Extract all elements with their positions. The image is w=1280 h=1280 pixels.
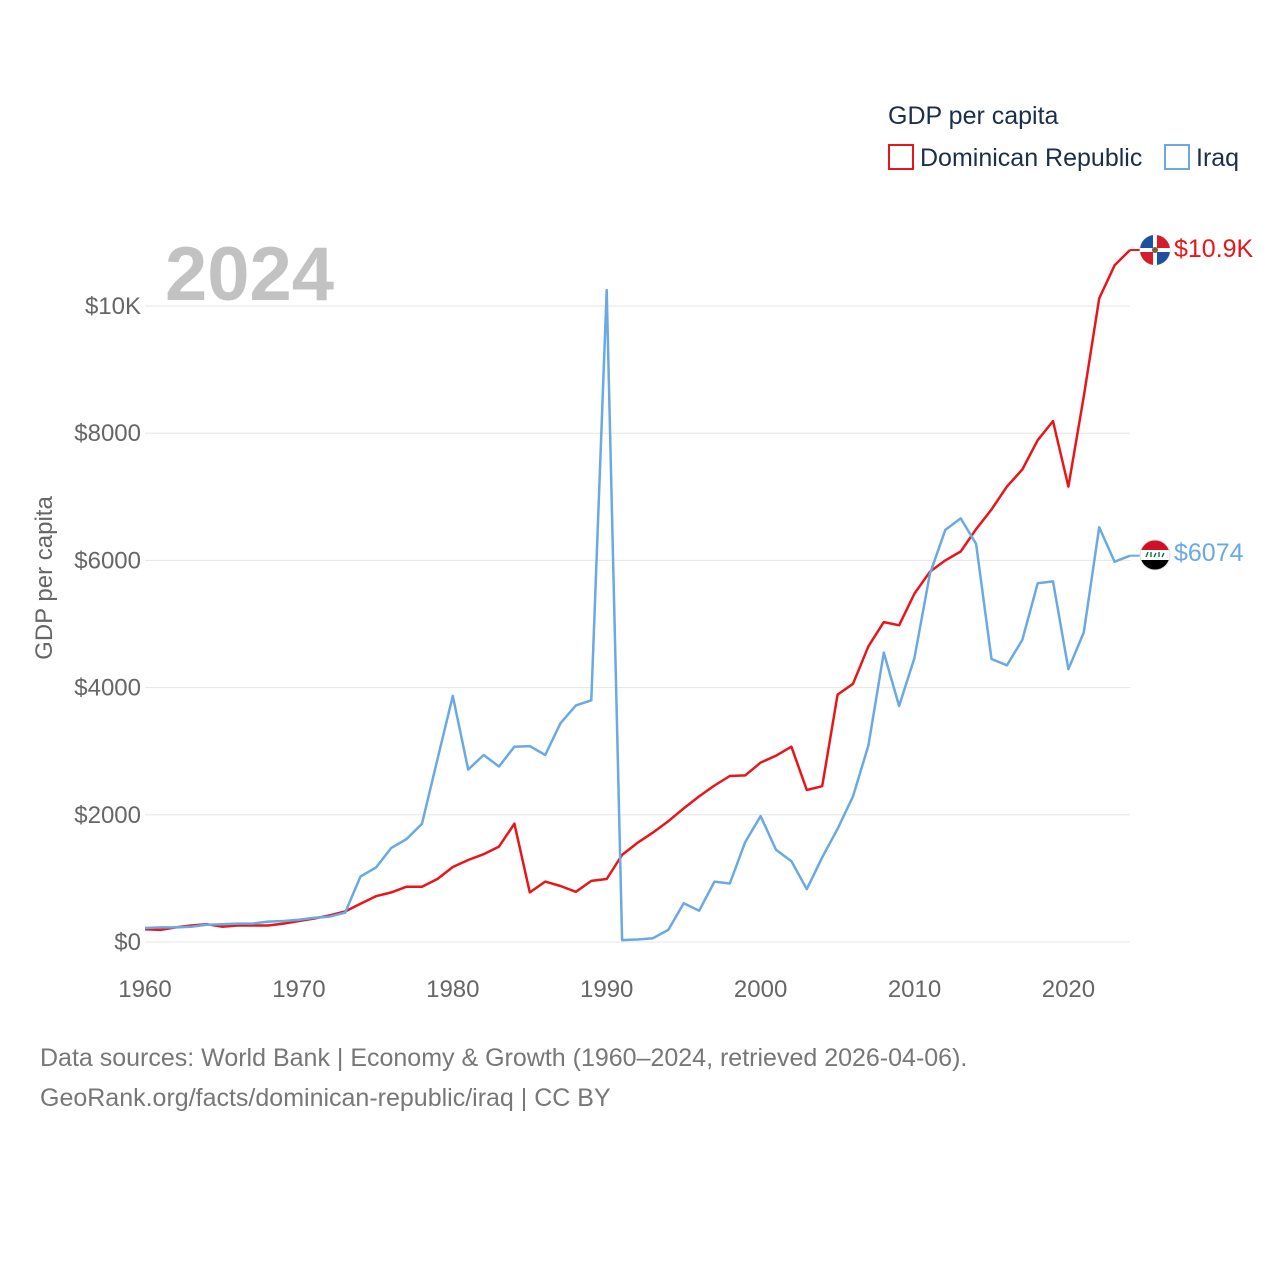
gridlines (145, 305, 1130, 943)
x-tick-label: 2010 (888, 976, 941, 1003)
y-tick-label: $0 (114, 929, 141, 956)
legend-title: GDP per capita (888, 102, 1059, 130)
year-label: 2024 (165, 232, 334, 317)
x-tick-label: 2020 (1042, 976, 1095, 1003)
x-tick-label: 1970 (272, 976, 325, 1003)
y-axis-label: GDP per capita (31, 496, 58, 660)
y-tick-label: $10K (85, 293, 141, 320)
end-value-dominican-republic: $10.9K (1174, 235, 1254, 263)
dominican-republic-flag-icon (1139, 234, 1171, 266)
legend-item-dominican-republic[interactable]: Dominican Republic (888, 144, 1142, 172)
y-axis-ticks: $0 $2000 $4000 $6000 $8000 $10K (74, 293, 141, 956)
x-tick-label: 2000 (734, 976, 787, 1003)
y-tick-label: $2000 (74, 802, 141, 829)
legend-label-dominican-republic: Dominican Republic (920, 144, 1142, 172)
iraq-flag-icon (1139, 539, 1171, 571)
footer-attribution: GeoRank.org/facts/dominican-republic/ira… (40, 1084, 611, 1112)
y-tick-label: $8000 (74, 420, 141, 447)
legend-swatch-iraq (1164, 144, 1190, 170)
legend-swatch-dominican-republic (888, 144, 914, 170)
x-axis-ticks: 1960 1970 1980 1990 2000 2010 2020 (118, 976, 1095, 1003)
x-tick-label: 1980 (426, 976, 479, 1003)
footer-sources: Data sources: World Bank | Economy & Gro… (40, 1044, 968, 1072)
y-tick-label: $4000 (74, 675, 141, 702)
series-lines (144, 249, 1140, 942)
series-line-iraq[interactable] (144, 288, 1131, 942)
legend-item-iraq[interactable]: Iraq (1164, 144, 1239, 172)
legend-label-iraq: Iraq (1196, 144, 1239, 172)
x-tick-label: 1960 (118, 976, 171, 1003)
y-tick-label: $6000 (74, 547, 141, 574)
x-tick-label: 1990 (580, 976, 633, 1003)
end-value-iraq: $6074 (1174, 539, 1244, 567)
